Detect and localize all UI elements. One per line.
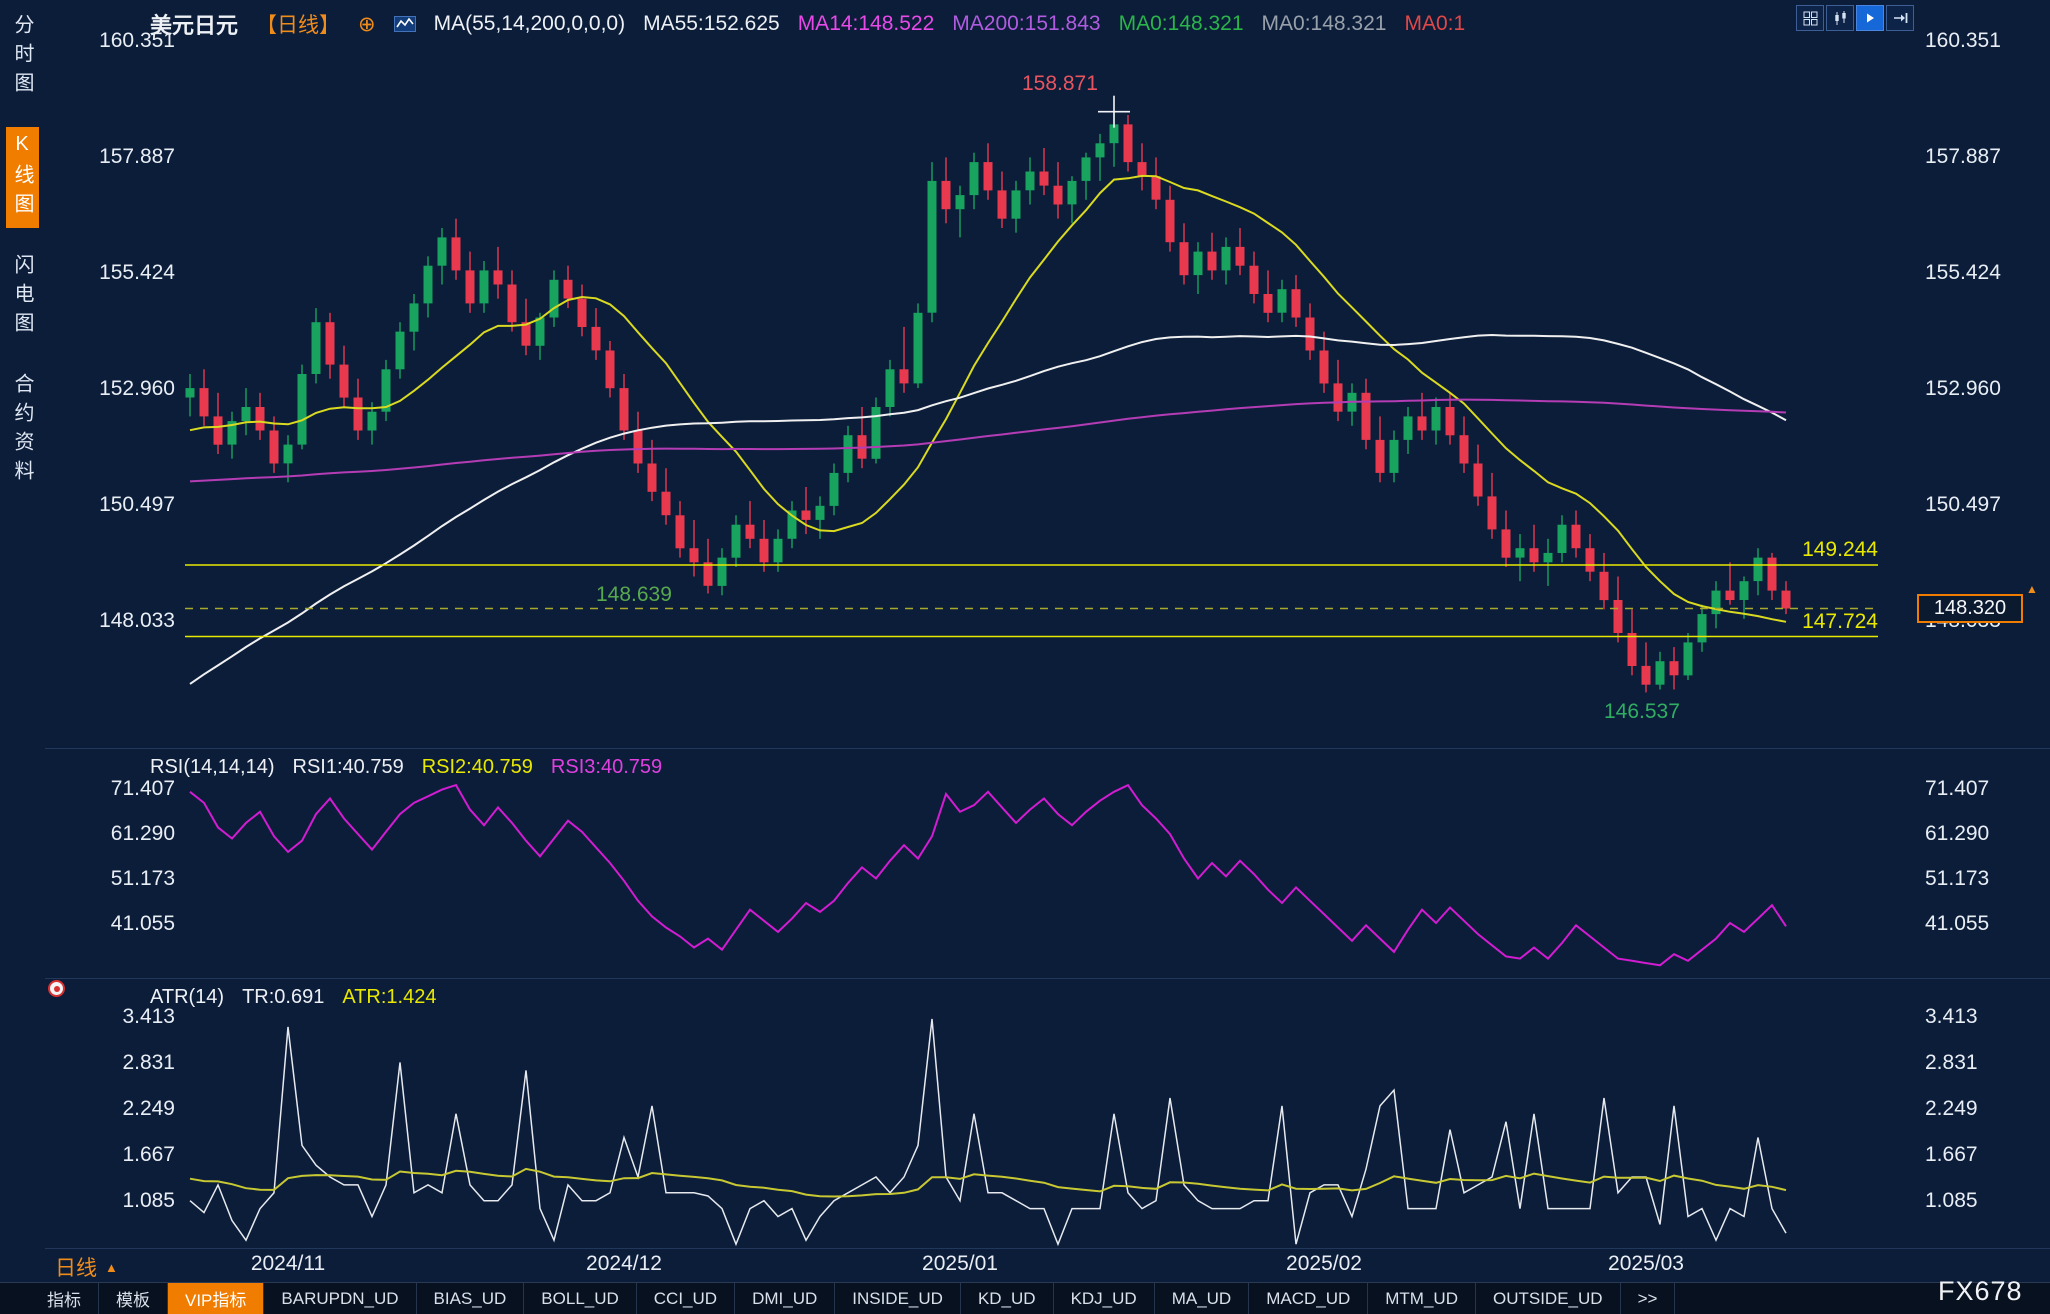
tab-vip-indicators[interactable]: VIP指标 — [168, 1283, 265, 1314]
ma0-value-3: MA0:1 — [1404, 12, 1466, 35]
rsi-tick: 51.173 — [1925, 867, 1990, 890]
tab-ma[interactable]: MA_UD — [1155, 1283, 1250, 1314]
swing-low-label-mar: 146.537 — [1604, 700, 1680, 724]
ma0-value-1: MA0:148.321 — [1118, 12, 1244, 35]
price-tick: 150.497 — [1925, 493, 2001, 516]
period-arrow-icon: ▲ — [105, 1259, 118, 1275]
jump-to-latest-icon[interactable] — [1886, 5, 1914, 31]
atr-title: ATR(14) — [150, 986, 225, 1008]
candlestick-view-icon[interactable] — [1826, 5, 1854, 31]
panel-separator — [45, 978, 2050, 979]
atr-tick: 2.249 — [1925, 1097, 1978, 1120]
price-tick: 150.497 — [99, 493, 175, 516]
peak-price-label: 158.871 — [1022, 71, 1098, 95]
add-compare-icon[interactable]: ⊕ — [358, 12, 376, 36]
rsi-tick: 61.290 — [110, 822, 175, 845]
atr-tick: 2.249 — [122, 1097, 175, 1120]
tab-mtm[interactable]: MTM_UD — [1368, 1283, 1476, 1314]
tab-more[interactable]: >> — [1621, 1283, 1676, 1314]
ma55-value: MA55:152.625 — [643, 12, 780, 35]
indicator-marker-icon — [48, 980, 65, 997]
rsi-panel-header: RSI(14,14,14) RSI1:40.759 RSI2:40.759 RS… — [150, 756, 662, 779]
panel-separator — [45, 748, 2050, 749]
tab-boll[interactable]: BOLL_UD — [524, 1283, 637, 1314]
rsi3-value: RSI3:40.759 — [550, 756, 663, 778]
tab-kdj[interactable]: KDJ_UD — [1054, 1283, 1155, 1314]
price-tick: 155.424 — [99, 261, 175, 284]
brand-watermark: FX678 — [1938, 1276, 2023, 1306]
swing-low-label-dec: 148.639 — [596, 583, 672, 607]
sidebar: 分时图 K线图 闪电图 合约资料 — [0, 0, 45, 1248]
chart-type-icon[interactable] — [393, 16, 416, 32]
resistance-line-label: 149.244 — [1802, 537, 1878, 561]
ma14-value: MA14:148.522 — [797, 12, 935, 35]
atr-tick: 1.085 — [122, 1189, 175, 1212]
grid-layout-icon[interactable] — [1796, 5, 1824, 31]
tab-bias[interactable]: BIAS_UD — [417, 1283, 525, 1314]
atr-tick: 2.831 — [1925, 1051, 1978, 1074]
tab-cci[interactable]: CCI_UD — [637, 1283, 736, 1314]
price-tick: 152.960 — [99, 377, 175, 400]
scroll-right-icon[interactable] — [1856, 5, 1884, 31]
atr-value: ATR:1.424 — [342, 986, 437, 1008]
tr-value: TR:0.691 — [242, 986, 325, 1008]
tab-outside[interactable]: OUTSIDE_UD — [1476, 1283, 1621, 1314]
indicator-tabbar: 指标 模板 VIP指标 BARUPDN_UD BIAS_UD BOLL_UD C… — [0, 1282, 2050, 1314]
period-tag: 【日线】 — [256, 14, 341, 37]
price-tick: 152.960 — [1925, 377, 2001, 400]
price-tick: 160.351 — [99, 29, 175, 52]
support-line-label: 147.724 — [1802, 609, 1878, 633]
x-axis-label: 2025/01 — [922, 1252, 998, 1275]
atr-panel-header: ATR(14) TR:0.691 ATR:1.424 — [150, 986, 436, 1009]
atr-tick: 1.667 — [1925, 1143, 1978, 1166]
price-tick: 157.887 — [1925, 145, 2001, 168]
sidebar-item-time-chart[interactable]: 分时图 — [11, 14, 33, 101]
atr-tick: 1.085 — [1925, 1189, 1978, 1212]
rsi-tick: 71.407 — [110, 777, 175, 800]
tab-macd[interactable]: MACD_UD — [1249, 1283, 1369, 1314]
rsi-tick: 41.055 — [1925, 912, 1990, 935]
sidebar-item-contract-info[interactable]: 合约资料 — [11, 373, 33, 489]
price-tick: 148.033 — [99, 609, 175, 632]
rsi-tick: 61.290 — [1925, 822, 1990, 845]
rsi-title: RSI(14,14,14) — [150, 756, 275, 778]
atr-tick: 1.667 — [122, 1143, 175, 1166]
ma0-value-2: MA0:148.321 — [1261, 12, 1387, 35]
tab-indicators[interactable]: 指标 — [30, 1283, 99, 1314]
price-tick: 160.351 — [1925, 29, 2001, 52]
panel-separator — [45, 1248, 2050, 1249]
tab-templates[interactable]: 模板 — [99, 1283, 168, 1314]
period-selector-label: 日线 — [55, 1257, 97, 1280]
rsi1-value: RSI1:40.759 — [292, 756, 404, 778]
ma-settings-label: MA(55,14,200,0,0,0) — [433, 12, 626, 35]
x-axis-label: 2024/12 — [586, 1252, 662, 1275]
rsi-tick: 41.055 — [110, 912, 175, 935]
ma200-value: MA200:151.843 — [952, 12, 1101, 35]
x-axis-label: 2024/11 — [250, 1252, 326, 1275]
last-price-tag: 148.320 — [1917, 594, 2023, 624]
atr-tick: 3.413 — [122, 1005, 175, 1028]
period-selector[interactable]: 日线 ▲ — [55, 1252, 118, 1282]
rsi-tick: 51.173 — [110, 867, 175, 890]
price-tag-arrow-icon: ▲ — [2026, 582, 2038, 597]
x-axis-label: 2025/03 — [1608, 1252, 1684, 1275]
rsi2-value: RSI2:40.759 — [421, 756, 533, 778]
sidebar-item-kline-chart[interactable]: K线图 — [6, 127, 39, 228]
main-chart-header: 美元日元 【日线】 ⊕ MA(55,14,200,0,0,0) MA55:152… — [150, 8, 1465, 40]
atr-tick: 2.831 — [122, 1051, 175, 1074]
atr-tick: 3.413 — [1925, 1005, 1978, 1028]
symbol-title: 美元日元 — [150, 13, 239, 38]
rsi-tick: 71.407 — [1925, 777, 1990, 800]
tab-kd[interactable]: KD_UD — [961, 1283, 1054, 1314]
price-tick: 155.424 — [1925, 261, 2001, 284]
tab-inside[interactable]: INSIDE_UD — [835, 1283, 961, 1314]
x-axis-label: 2025/02 — [1286, 1252, 1362, 1275]
price-tick: 157.887 — [99, 145, 175, 168]
tab-barupdn[interactable]: BARUPDN_UD — [264, 1283, 417, 1314]
sidebar-item-flash-chart[interactable]: 闪电图 — [11, 254, 33, 341]
tab-dmi[interactable]: DMI_UD — [735, 1283, 836, 1314]
